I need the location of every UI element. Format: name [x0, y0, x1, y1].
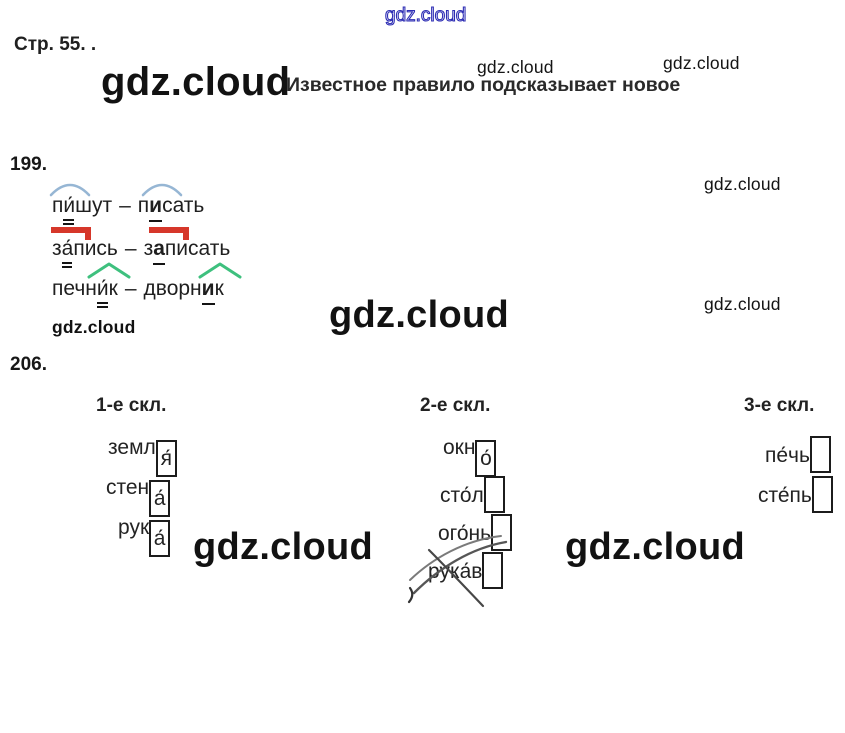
site-watermark: gdz.cloud — [101, 60, 291, 104]
site-watermark: gdz.cloud — [704, 174, 781, 194]
site-watermark: gdz.cloud — [663, 53, 740, 73]
declension-word-zemlya: земл я́ — [108, 436, 177, 477]
word-pair-row-2: за́пись – записать — [52, 237, 231, 268]
declension-column-header-3: 3-е скл. — [744, 395, 815, 416]
word-segment: писать — [164, 237, 231, 260]
orthogram-letter: и — [149, 194, 163, 223]
ending-box: я́ — [155, 440, 177, 477]
word-stem: рука́в — [428, 560, 483, 583]
word-segment: к — [108, 277, 118, 300]
word-stem: ого́нь — [438, 522, 492, 545]
ending-box — [482, 552, 504, 589]
word-segment: печн — [52, 277, 97, 300]
ending-box — [491, 514, 513, 551]
word-stem: стен — [106, 476, 150, 499]
word-segment: дворн — [143, 277, 202, 300]
declension-word-ogon: ого́нь — [438, 514, 513, 551]
word-segment: п — [52, 194, 64, 217]
root-arc-icon — [141, 183, 183, 197]
word-pair-row-1: пи́шут – писать — [52, 194, 205, 225]
exercise-206-number: 206. — [10, 354, 47, 375]
ending-box — [811, 476, 833, 513]
declension-column-header-1: 1-е скл. — [96, 395, 167, 416]
stressed-letter: и́ — [63, 194, 76, 225]
ending-box — [809, 436, 831, 473]
word-segment: з — [143, 237, 154, 260]
word-stem: сто́л — [440, 484, 484, 507]
word-stem: пе́чь — [765, 444, 810, 467]
word-segment: п — [137, 194, 150, 217]
pair-dash: – — [119, 194, 131, 217]
prefix-mark-icon — [149, 227, 189, 240]
word-segment: сать — [162, 194, 205, 217]
word-stem: сте́пь — [758, 484, 812, 507]
word-stem: окн — [443, 436, 476, 459]
site-watermark-outline-text: gdz.cloud — [385, 5, 466, 26]
word-segment: шут — [75, 194, 113, 217]
site-watermark: gdz.cloud — [52, 317, 136, 337]
word-segment: з — [52, 237, 62, 260]
pair-dash: – — [124, 277, 137, 300]
site-watermark: gdz.cloud — [329, 294, 510, 336]
stressed-letter: а́ — [61, 237, 74, 268]
declension-word-stol: сто́л — [440, 476, 505, 513]
page-number-label: Стр. 55. . — [14, 34, 97, 55]
ending-box: а́ — [149, 520, 171, 557]
ending-box — [483, 476, 505, 513]
stressed-letter: и́ — [96, 277, 109, 308]
prefix-mark-icon — [51, 227, 91, 240]
declension-column-header-2: 2-е скл. — [420, 395, 491, 416]
declension-word-okno: окн о́ — [443, 436, 497, 477]
site-watermark: gdz.cloud — [565, 526, 746, 568]
root-arc-icon — [49, 183, 91, 197]
orthogram-letter: и — [201, 277, 215, 306]
site-watermark-outline: gdz.cloud — [384, 4, 466, 26]
word-segment: пись — [73, 237, 118, 260]
word-pair-row-3: печни́к – дворник — [52, 277, 224, 308]
declension-word-stena: стен а́ — [106, 476, 171, 517]
orthogram-letter: а — [153, 237, 165, 266]
word-segment: к — [214, 277, 224, 300]
site-watermark: gdz.cloud — [704, 294, 781, 314]
lesson-title: Известное правило подсказывает новое — [286, 74, 681, 96]
declension-word-step: сте́пь — [758, 476, 833, 513]
ending-box: а́ — [149, 480, 171, 517]
exercise-199-number: 199. — [10, 154, 47, 175]
declension-word-ruka: рук а́ — [118, 516, 171, 557]
word-stem: земл — [108, 436, 156, 459]
site-watermark: gdz.cloud — [477, 57, 554, 77]
word-stem: рук — [118, 516, 150, 539]
site-watermark: gdz.cloud — [193, 526, 374, 568]
declension-word-rukav-crossed: рука́в — [428, 552, 504, 589]
suffix-caret-icon — [198, 262, 242, 279]
suffix-caret-icon — [87, 262, 131, 279]
ending-box: о́ — [475, 440, 497, 477]
declension-word-pech: пе́чь — [765, 436, 831, 473]
pair-dash: – — [124, 237, 137, 260]
strikethrough-scribble-icon — [407, 535, 508, 608]
